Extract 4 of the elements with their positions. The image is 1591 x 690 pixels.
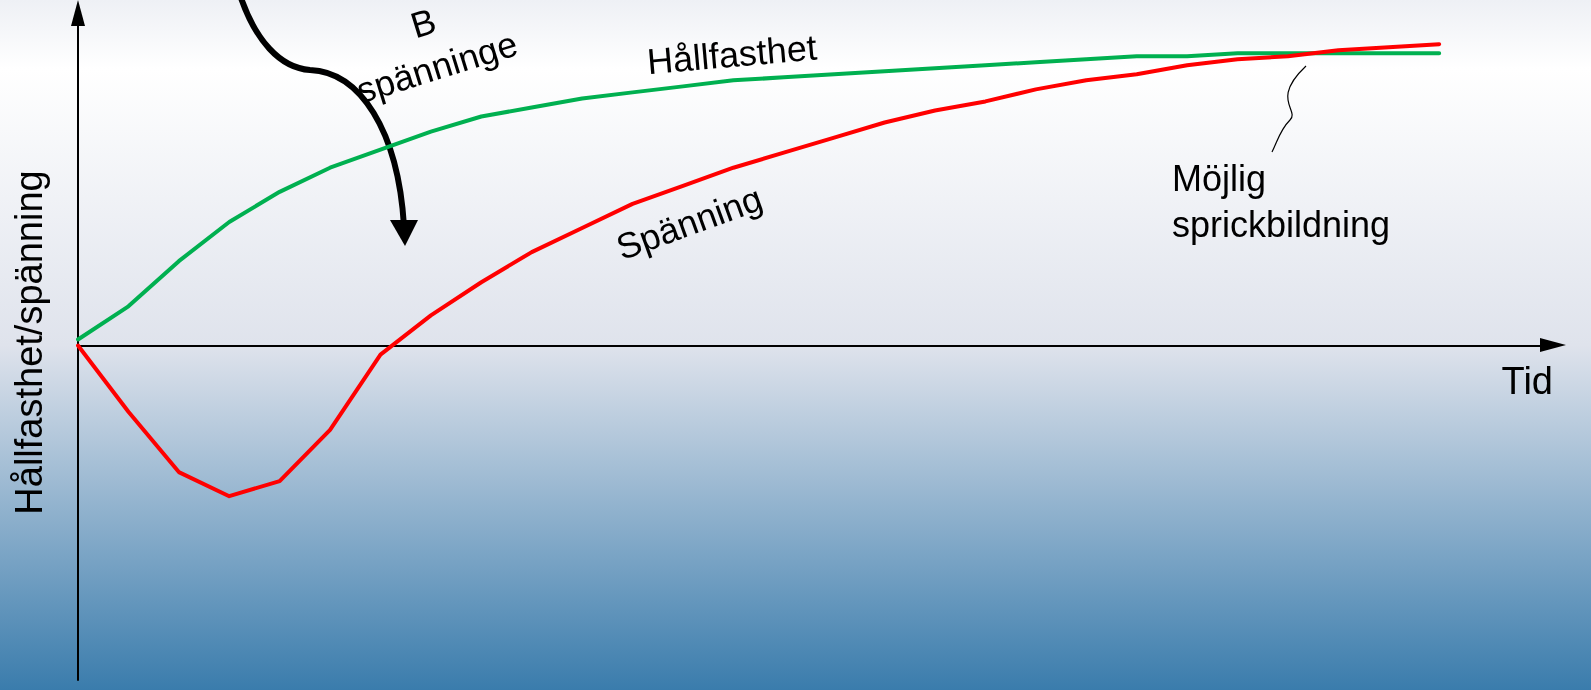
y-axis-title: Hållfasthet/spänning (8, 170, 50, 515)
annotation: Möjlig sprickbildning (1172, 157, 1391, 245)
x-axis-title: Tid (1501, 360, 1554, 402)
series-label: Hållfasthet (645, 26, 819, 83)
